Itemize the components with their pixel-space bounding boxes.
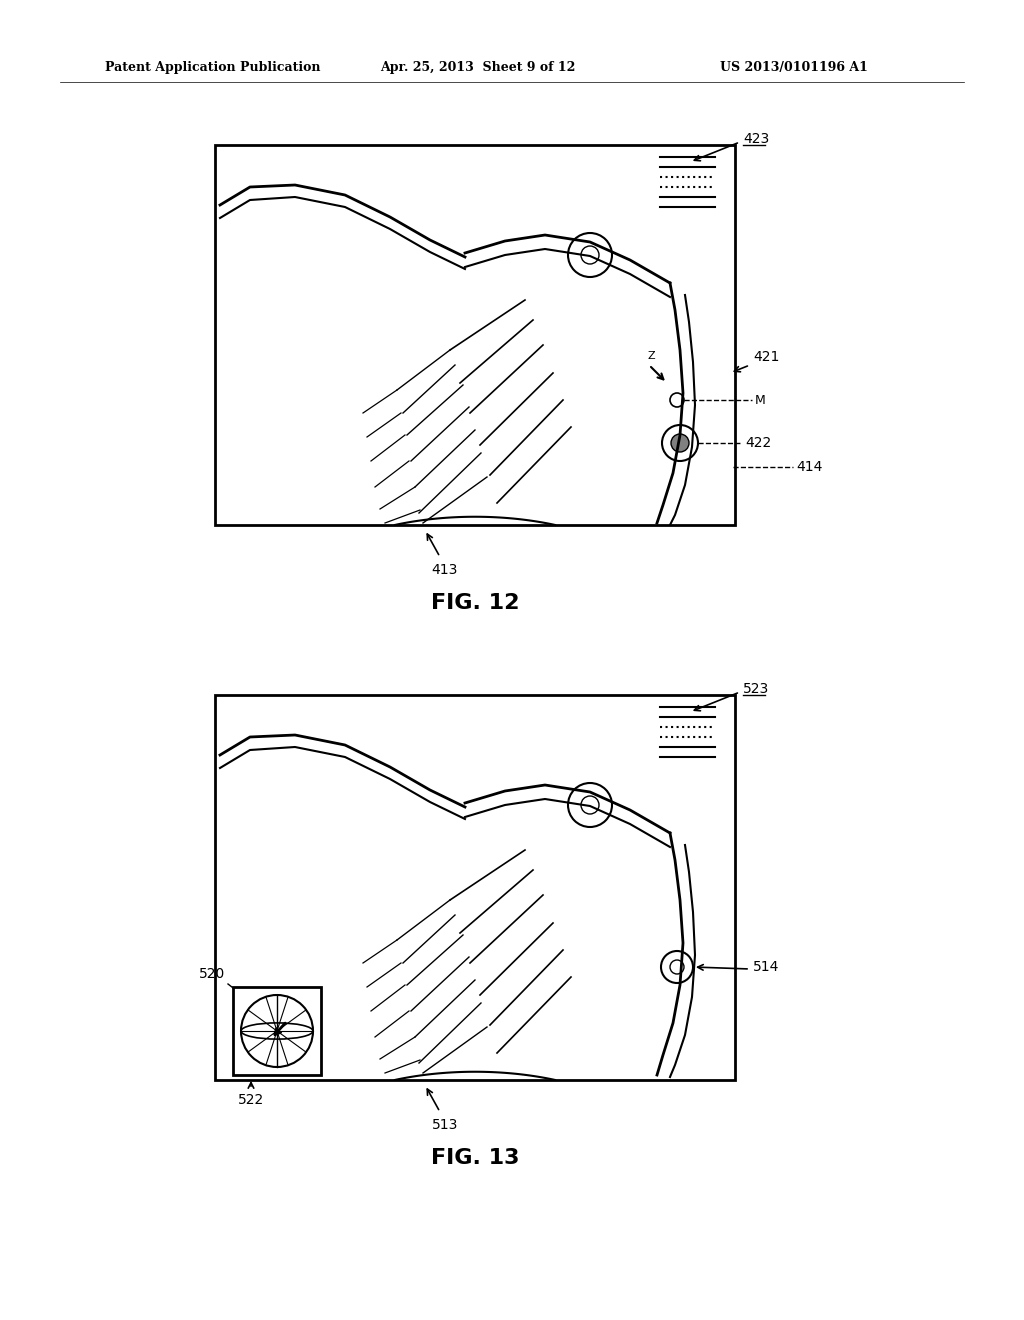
Text: US 2013/0101196 A1: US 2013/0101196 A1	[720, 62, 868, 74]
Text: M: M	[755, 393, 766, 407]
Text: 523: 523	[743, 682, 769, 696]
Text: 522: 522	[238, 1093, 264, 1107]
Text: 421: 421	[753, 350, 779, 364]
Circle shape	[671, 434, 689, 451]
Text: Z: Z	[647, 351, 654, 360]
Text: Apr. 25, 2013  Sheet 9 of 12: Apr. 25, 2013 Sheet 9 of 12	[380, 62, 575, 74]
Text: FIG. 13: FIG. 13	[431, 1148, 519, 1168]
Text: 423: 423	[743, 132, 769, 147]
Text: 414: 414	[796, 459, 822, 474]
Text: 514: 514	[753, 960, 779, 974]
Text: 520: 520	[199, 968, 225, 981]
Bar	[215, 696, 735, 1080]
Text: Patent Application Publication: Patent Application Publication	[105, 62, 321, 74]
Text: 513: 513	[432, 1118, 458, 1133]
Bar	[233, 987, 321, 1074]
Bar	[215, 145, 735, 525]
Text: FIG. 12: FIG. 12	[431, 593, 519, 612]
Text: 422: 422	[745, 436, 771, 450]
Text: 413: 413	[432, 564, 458, 577]
